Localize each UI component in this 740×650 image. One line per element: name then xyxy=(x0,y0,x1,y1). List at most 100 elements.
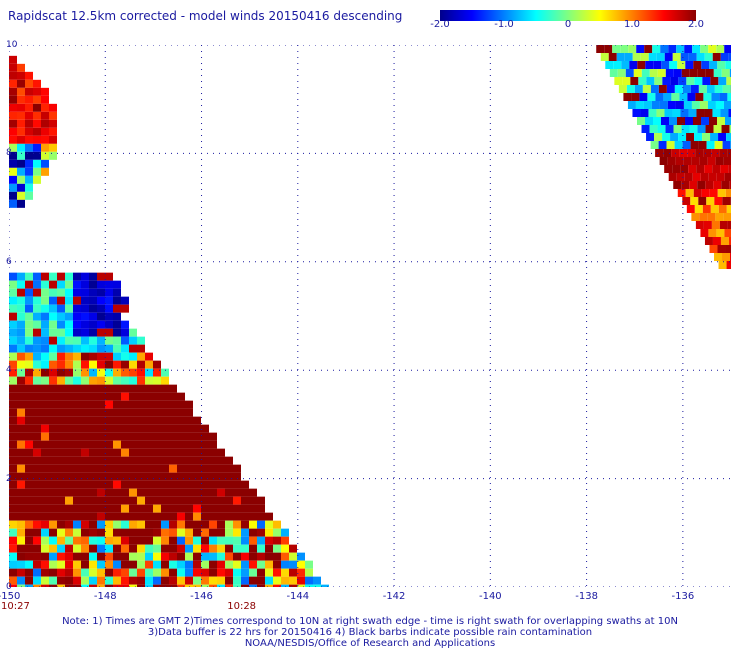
wind-diff-cell xyxy=(185,424,193,433)
wind-diff-cell xyxy=(105,568,113,577)
wind-diff-cell xyxy=(685,117,694,125)
wind-diff-cell xyxy=(33,512,41,521)
wind-diff-cell xyxy=(33,296,41,305)
wind-diff-cell xyxy=(625,69,634,77)
wind-diff-cell xyxy=(105,296,113,305)
wind-diff-cell xyxy=(265,512,273,521)
wind-diff-cell xyxy=(33,288,41,297)
wind-diff-cell xyxy=(41,167,49,176)
swath-time-label: 10:27 xyxy=(1,601,30,612)
wind-diff-cell xyxy=(257,568,265,577)
wind-diff-cell xyxy=(113,488,121,497)
wind-diff-cell xyxy=(153,368,161,377)
wind-diff-cell xyxy=(177,480,185,489)
wind-diff-cell xyxy=(169,576,177,585)
wind-diff-cell xyxy=(9,119,17,128)
wind-diff-cell xyxy=(113,552,121,561)
wind-diff-cell xyxy=(708,45,717,53)
wind-diff-cell xyxy=(137,480,145,489)
wind-diff-cell xyxy=(217,544,225,553)
wind-diff-cell xyxy=(113,328,121,337)
wind-diff-cell xyxy=(185,440,193,449)
wind-diff-cell xyxy=(666,85,675,93)
wind-diff-cell xyxy=(700,173,709,181)
wind-diff-cell xyxy=(153,456,161,465)
wind-diff-cell xyxy=(33,408,41,417)
wind-diff-cell xyxy=(249,536,257,545)
wind-diff-cell xyxy=(209,472,217,481)
wind-diff-cell xyxy=(49,312,57,321)
wind-diff-cell xyxy=(33,159,41,168)
wind-diff-cell xyxy=(715,101,724,109)
wind-diff-cell xyxy=(641,69,650,77)
wind-diff-cell xyxy=(9,296,17,305)
wind-diff-cell xyxy=(137,432,145,441)
wind-diff-cell xyxy=(17,544,25,553)
wind-diff-cell xyxy=(692,45,701,53)
wind-diff-cell xyxy=(694,77,703,85)
wind-diff-cell xyxy=(137,384,145,393)
wind-diff-cell xyxy=(217,504,225,513)
wind-diff-cell xyxy=(97,272,105,281)
wind-diff-cell xyxy=(81,272,89,281)
longitude-tick-label: -138 xyxy=(575,591,598,602)
wind-diff-cell xyxy=(49,496,57,505)
wind-diff-cell xyxy=(710,133,719,141)
wind-diff-cell xyxy=(712,53,721,61)
wind-diff-cell xyxy=(89,376,97,385)
wind-diff-cell xyxy=(201,512,209,521)
wind-diff-cell xyxy=(17,528,25,537)
wind-diff-cell xyxy=(81,280,89,289)
wind-diff-cell xyxy=(81,576,89,585)
wind-diff-cell xyxy=(81,352,89,361)
wind-diff-cell xyxy=(723,213,731,221)
wind-diff-cell xyxy=(153,544,161,553)
wind-diff-cell xyxy=(25,272,33,281)
wind-diff-cell xyxy=(25,384,33,393)
wind-diff-cell xyxy=(729,181,731,189)
wind-diff-cell xyxy=(9,191,17,200)
wind-diff-cell xyxy=(65,584,73,587)
wind-diff-cell xyxy=(137,552,145,561)
wind-diff-cell xyxy=(209,464,217,473)
wind-diff-cell xyxy=(654,77,663,85)
wind-diff-cell xyxy=(33,272,41,281)
wind-diff-cell xyxy=(81,472,89,481)
wind-diff-cell xyxy=(25,352,33,361)
wind-diff-cell xyxy=(89,560,97,569)
wind-diff-cell xyxy=(177,520,185,529)
wind-diff-cell xyxy=(49,111,57,120)
wind-diff-cell xyxy=(702,133,711,141)
wind-diff-cell xyxy=(730,253,731,261)
wind-diff-cell xyxy=(657,69,666,77)
wind-diff-cell xyxy=(717,117,726,125)
wind-diff-cell xyxy=(57,384,65,393)
wind-diff-cell xyxy=(113,496,121,505)
wind-diff-cell xyxy=(41,119,49,128)
wind-diff-cell xyxy=(57,280,65,289)
wind-diff-cell xyxy=(73,304,81,313)
wind-diff-cell xyxy=(241,544,249,553)
wind-diff-cell xyxy=(89,496,97,505)
wind-diff-cell xyxy=(273,544,281,553)
wind-diff-cell xyxy=(25,103,33,112)
wind-diff-cell xyxy=(17,352,25,361)
wind-diff-cell xyxy=(153,552,161,561)
wind-diff-cell xyxy=(217,552,225,561)
wind-diff-cell xyxy=(17,328,25,337)
wind-diff-cell xyxy=(714,197,723,205)
wind-diff-cell xyxy=(33,520,41,529)
wind-diff-cell xyxy=(81,552,89,561)
wind-diff-cell xyxy=(105,448,113,457)
wind-diff-cell xyxy=(25,520,33,529)
wind-diff-cell xyxy=(121,480,129,489)
wind-diff-cell xyxy=(121,416,129,425)
wind-diff-cell xyxy=(241,504,249,513)
wind-diff-cell xyxy=(113,376,121,385)
wind-diff-cell xyxy=(646,77,655,85)
wind-diff-cell xyxy=(97,512,105,521)
wind-diff-cell xyxy=(684,45,693,53)
wind-diff-cell xyxy=(89,488,97,497)
wind-diff-cell xyxy=(73,496,81,505)
wind-diff-cell xyxy=(648,53,657,61)
